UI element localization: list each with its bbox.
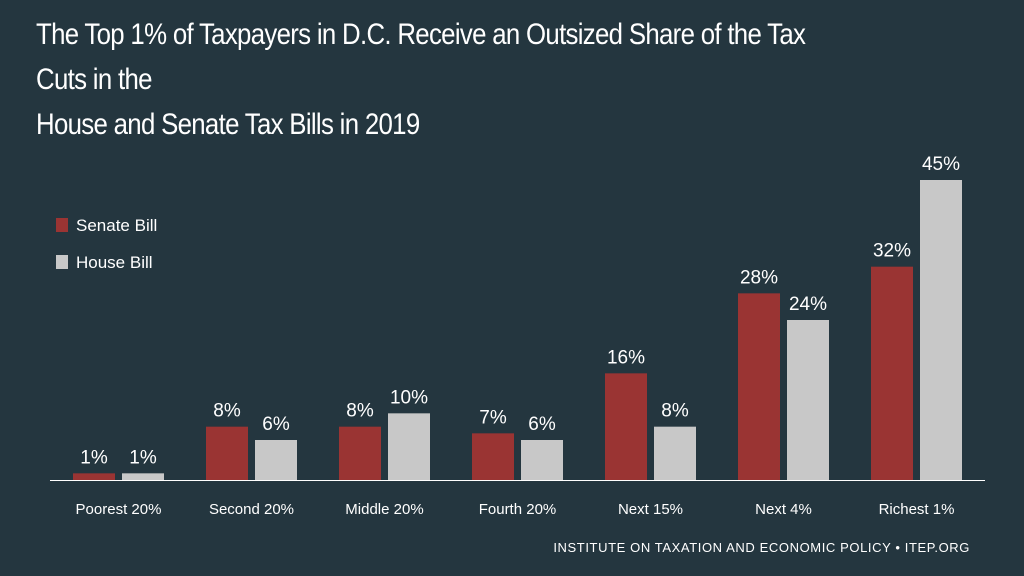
data-label-house-bill-poorest-20: 1% — [129, 447, 157, 468]
legend-label-senate-bill: Senate Bill — [76, 216, 157, 235]
bar-house-bill-richest-1 — [920, 180, 962, 480]
bar-senate-bill-fourth-20 — [472, 433, 514, 480]
bar-house-bill-fourth-20 — [521, 440, 563, 480]
legend-swatch-house-bill — [56, 255, 68, 269]
bar-senate-bill-poorest-20 — [73, 473, 115, 480]
chart-title-line-2: House and Senate Tax Bills in 2019 — [36, 108, 420, 141]
data-label-house-bill-fourth-20: 6% — [528, 414, 556, 435]
x-tick-label: Fourth 20% — [479, 501, 557, 518]
data-label-senate-bill-next-15: 16% — [607, 347, 645, 368]
bar-house-bill-middle-20 — [388, 413, 430, 480]
chart-title-line-1: The Top 1% of Taxpayers in D.C. Receive … — [36, 18, 806, 96]
data-label-house-bill-middle-20: 10% — [390, 387, 428, 408]
bar-house-bill-next-4 — [787, 320, 829, 480]
bar-senate-bill-next-4 — [738, 293, 780, 480]
data-label-senate-bill-next-4: 28% — [740, 267, 778, 288]
bar-senate-bill-richest-1 — [871, 266, 913, 480]
chart-title: The Top 1% of Taxpayers in D.C. Receive … — [36, 12, 862, 147]
data-label-house-bill-richest-1: 45% — [922, 154, 960, 175]
data-label-senate-bill-poorest-20: 1% — [80, 447, 108, 468]
legend-swatch-senate-bill — [56, 218, 68, 232]
data-label-senate-bill-second-20: 8% — [213, 401, 241, 422]
bar-house-bill-poorest-20 — [122, 473, 164, 480]
data-label-senate-bill-fourth-20: 7% — [479, 407, 507, 428]
x-tick-label: Next 4% — [755, 501, 812, 518]
data-label-house-bill-next-15: 8% — [661, 401, 689, 422]
data-label-senate-bill-richest-1: 32% — [873, 241, 911, 262]
data-label-senate-bill-middle-20: 8% — [346, 401, 374, 422]
bar-senate-bill-next-15 — [605, 373, 647, 480]
data-label-house-bill-second-20: 6% — [262, 414, 290, 435]
x-tick-label: Middle 20% — [345, 501, 423, 518]
x-tick-label: Next 15% — [618, 501, 683, 518]
x-tick-label: Poorest 20% — [76, 501, 162, 518]
bar-house-bill-next-15 — [654, 426, 696, 480]
x-tick-label: Second 20% — [209, 501, 294, 518]
bar-senate-bill-middle-20 — [339, 426, 381, 480]
legend-label-house-bill: House Bill — [76, 253, 153, 272]
data-label-house-bill-next-4: 24% — [789, 294, 827, 315]
x-tick-label: Richest 1% — [879, 501, 955, 518]
bar-senate-bill-second-20 — [206, 426, 248, 480]
bar-house-bill-second-20 — [255, 440, 297, 480]
source-credit: INSTITUTE ON TAXATION AND ECONOMIC POLIC… — [553, 540, 970, 555]
